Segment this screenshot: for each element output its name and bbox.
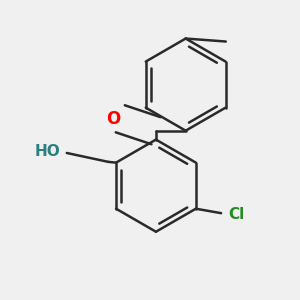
- Text: Cl: Cl: [229, 207, 245, 222]
- Text: O: O: [106, 110, 120, 128]
- Text: HO: HO: [35, 144, 61, 159]
